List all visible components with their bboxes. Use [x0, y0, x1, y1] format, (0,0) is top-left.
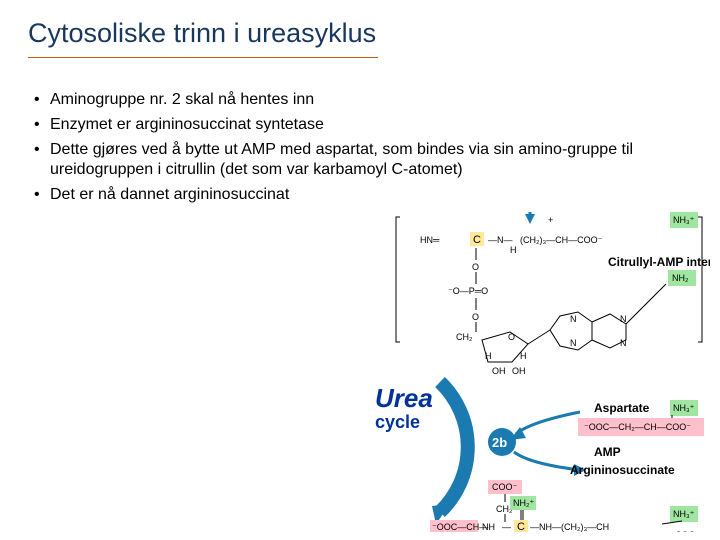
nh3-label: NH₃⁺	[673, 215, 695, 225]
h-label: H	[485, 351, 492, 361]
h-label: H	[520, 351, 527, 361]
aspartate-formula: ⁻OOC—CH₂—CH—COO⁻	[584, 422, 691, 432]
nh3-label: NH₃⁺	[673, 403, 695, 413]
chem-text: —	[502, 522, 511, 532]
o-label: O	[508, 332, 515, 342]
urea-cycle-label: cycle	[375, 412, 420, 432]
chain-text: —NH—(CH₂)₃—CH	[530, 522, 609, 532]
urea-label: Urea	[375, 383, 433, 413]
chem-text: +	[548, 215, 553, 225]
bullet-item: Enzymet er argininosuccinat syntetase	[28, 115, 692, 136]
nh-label: NH	[482, 522, 495, 532]
coo-label: —COO⁻	[666, 530, 701, 532]
bullet-item: Det er nå dannet argininosuccinat	[28, 185, 692, 206]
n-label: N	[570, 338, 577, 348]
oh-label: OH	[492, 366, 506, 376]
chem-text: HN═	[420, 235, 440, 245]
step-label: 2b	[492, 435, 507, 450]
coo-label: COO⁻	[492, 482, 518, 492]
n-label: N	[620, 314, 627, 324]
bullet-item: Aminogruppe nr. 2 skal nå hentes inn	[28, 90, 692, 111]
o-label: O	[472, 312, 479, 322]
chem-text: ⁻O—P═O	[448, 286, 488, 296]
c-label: C	[517, 521, 525, 532]
n-label: N	[570, 314, 577, 324]
page-title: Cytosoliske trinn i ureasyklus	[28, 18, 378, 58]
aspartate-label: Aspartate	[594, 401, 650, 415]
oh-label: OH	[512, 366, 526, 376]
chain-text: ⁻OOC—CH—	[432, 522, 488, 532]
h-label: H	[510, 245, 517, 255]
chem-text: CH₂	[456, 332, 473, 342]
o-label: O	[472, 262, 479, 272]
c-label: C	[473, 234, 481, 246]
nh2-label: NH₂	[672, 273, 689, 283]
urea-cycle-diagram: NH₃⁺ + C HN═ —N— (CH₂)₃—CH—COO⁻ H O ⁻O—P…	[370, 212, 710, 532]
nh3-label: NH₃⁺	[673, 509, 695, 519]
bullet-item: Dette gjøres ved å bytte ut AMP med aspa…	[28, 140, 692, 182]
argininosuccinate-label: Argininosuccinate	[570, 463, 675, 477]
bullet-list: Aminogruppe nr. 2 skal nå hentes inn Enz…	[28, 90, 692, 210]
n-label: N	[620, 338, 627, 348]
nh2-label: NH₂⁺	[513, 498, 534, 508]
amp-label: AMP	[594, 445, 621, 459]
intermediate-label: Citrullyl-AMP intermediate	[608, 255, 710, 269]
chain-text: (CH₂)₃—CH—COO⁻	[520, 235, 603, 245]
chem-text: —N—	[488, 235, 513, 245]
